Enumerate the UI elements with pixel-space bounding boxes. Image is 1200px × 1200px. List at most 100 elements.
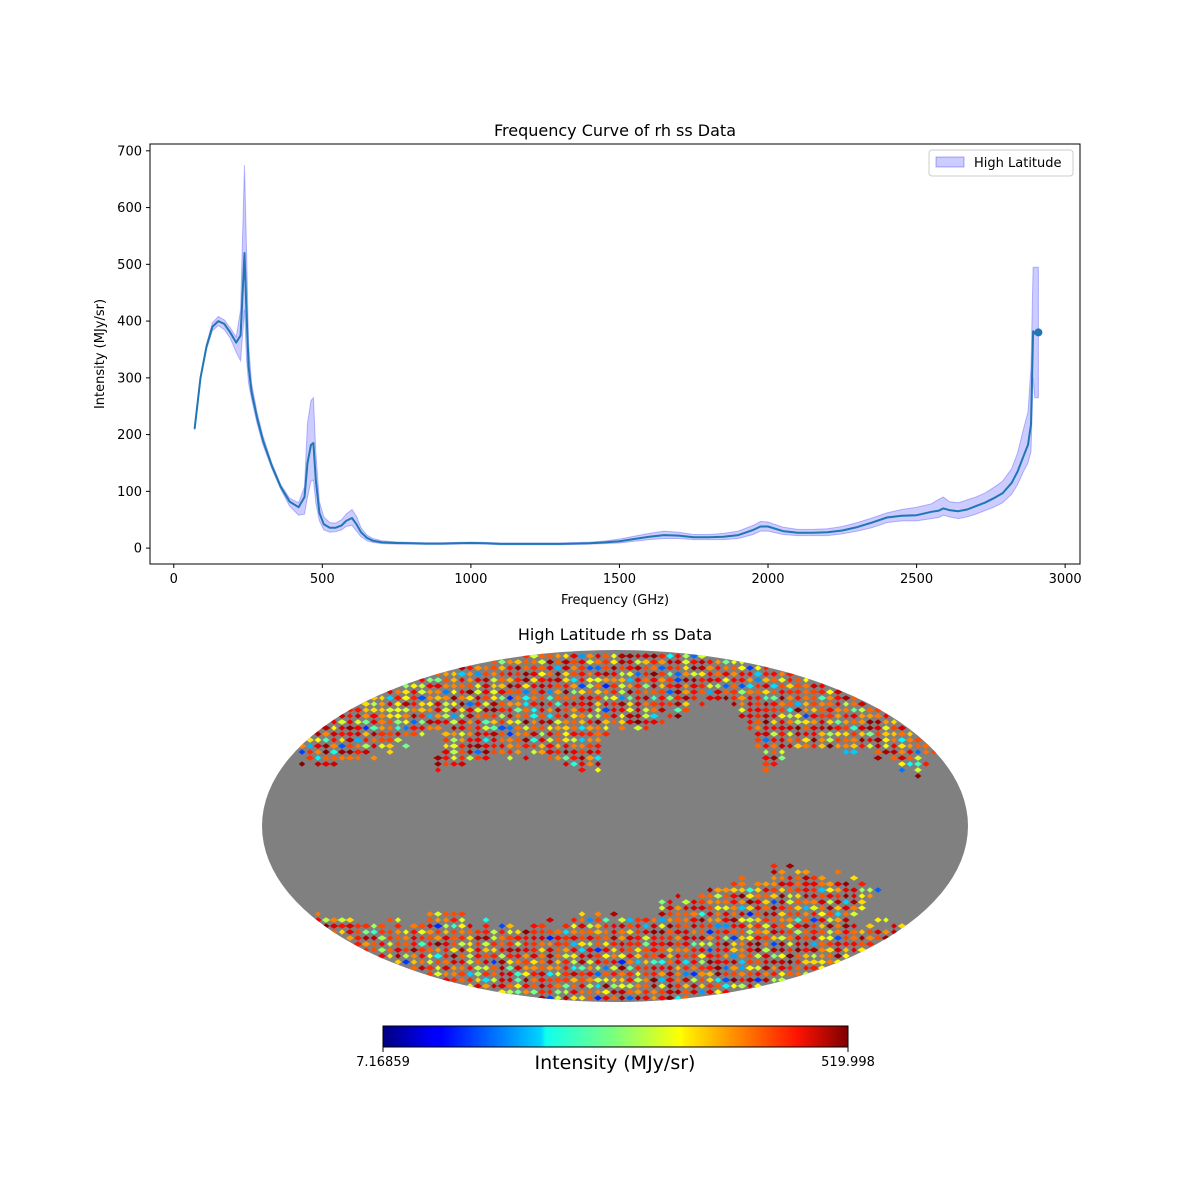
map-pixel bbox=[602, 983, 610, 989]
map-pixel bbox=[497, 959, 507, 965]
map-pixel bbox=[761, 935, 771, 941]
map-pixel bbox=[809, 701, 819, 707]
map-pixel bbox=[337, 719, 347, 725]
map-pixel bbox=[754, 941, 762, 947]
map-pixel bbox=[794, 935, 802, 941]
map-pixel bbox=[713, 887, 723, 893]
map-pixel bbox=[521, 731, 531, 737]
map-pixel bbox=[554, 707, 562, 713]
map-pixel bbox=[642, 971, 650, 977]
map-pixel bbox=[595, 965, 601, 971]
map-pixel bbox=[794, 947, 802, 953]
map-pixel bbox=[490, 749, 498, 755]
map-pixel bbox=[809, 683, 819, 689]
map-pixel bbox=[738, 707, 746, 713]
map-pixel bbox=[633, 719, 643, 725]
map-pixel bbox=[393, 947, 403, 953]
map-pixel bbox=[363, 737, 369, 743]
map-pixel bbox=[705, 983, 715, 989]
map-pixel bbox=[641, 935, 651, 941]
map-pixel bbox=[434, 929, 442, 935]
map-pixel bbox=[521, 689, 531, 695]
x-tick-label: 0 bbox=[170, 572, 178, 587]
map-pixel bbox=[802, 689, 810, 695]
map-pixel bbox=[585, 935, 595, 941]
map-pixel bbox=[433, 755, 443, 761]
map-pixel bbox=[473, 935, 483, 941]
map-pixel bbox=[354, 719, 362, 725]
map-pixel bbox=[746, 941, 754, 947]
map-pixel bbox=[698, 941, 706, 947]
map-pixel bbox=[594, 941, 602, 947]
map-pixel bbox=[778, 917, 786, 923]
map-pixel bbox=[810, 743, 818, 749]
map-pixel bbox=[482, 677, 490, 683]
map-pixel bbox=[570, 983, 578, 989]
map-pixel bbox=[577, 923, 587, 929]
map-pixel bbox=[513, 935, 523, 941]
map-pixel bbox=[826, 923, 834, 929]
map-pixel bbox=[826, 929, 834, 935]
map-pixel bbox=[914, 761, 922, 767]
map-pixel bbox=[514, 737, 522, 743]
map-pixel bbox=[866, 725, 874, 731]
map-pixel bbox=[457, 695, 467, 701]
map-pixel bbox=[778, 923, 786, 929]
map-pixel bbox=[698, 683, 706, 689]
map-pixel bbox=[442, 671, 450, 677]
map-pixel bbox=[682, 683, 690, 689]
map-pixel bbox=[377, 953, 387, 959]
map-pixel bbox=[681, 689, 691, 695]
map-pixel bbox=[337, 923, 347, 929]
map-pixel bbox=[849, 911, 859, 917]
map-pixel bbox=[617, 701, 627, 707]
map-pixel bbox=[386, 749, 394, 755]
map-pixel bbox=[362, 719, 370, 725]
map-pixel bbox=[778, 671, 786, 677]
map-pixel bbox=[474, 731, 482, 737]
map-pixel bbox=[506, 713, 514, 719]
map-pixel bbox=[809, 905, 819, 911]
map-pixel bbox=[625, 653, 635, 659]
map-pixel bbox=[714, 935, 722, 941]
map-pixel bbox=[786, 905, 794, 911]
map-pixel bbox=[681, 995, 691, 1001]
map-pixel bbox=[514, 731, 522, 737]
map-pixel bbox=[665, 689, 675, 695]
map-pixel bbox=[505, 947, 515, 953]
map-pixel bbox=[801, 683, 811, 689]
map-pixel bbox=[402, 947, 410, 953]
map-pixels bbox=[297, 653, 937, 1001]
map-pixel bbox=[866, 929, 874, 935]
map-pixel bbox=[738, 887, 746, 893]
map-pixel bbox=[841, 905, 851, 911]
map-pixel bbox=[466, 677, 474, 683]
map-pixel bbox=[474, 683, 482, 689]
map-pixel bbox=[538, 683, 546, 689]
map-pixel bbox=[657, 917, 667, 923]
map-pixel bbox=[818, 893, 826, 899]
map-pixel bbox=[754, 893, 762, 899]
map-pixel bbox=[522, 671, 530, 677]
map-pixel bbox=[722, 677, 730, 683]
map-pixel bbox=[489, 689, 499, 695]
map-pixel bbox=[378, 743, 386, 749]
map-pixel bbox=[754, 917, 762, 923]
map-pixel bbox=[522, 941, 530, 947]
map-pixel bbox=[393, 707, 403, 713]
map-pixel bbox=[442, 923, 450, 929]
y-tick-label: 600 bbox=[117, 201, 142, 216]
map-pixel bbox=[450, 959, 458, 965]
map-pixel bbox=[385, 743, 395, 749]
map-pixel bbox=[746, 725, 754, 731]
map-pixel bbox=[338, 725, 346, 731]
map-pixel bbox=[777, 953, 787, 959]
map-pixel bbox=[667, 713, 673, 719]
map-pixel bbox=[834, 869, 842, 875]
map-pixel bbox=[619, 977, 625, 983]
map-pixel bbox=[482, 701, 490, 707]
map-pixel bbox=[825, 887, 835, 893]
map-pixel bbox=[610, 959, 618, 965]
map-pixel bbox=[594, 719, 602, 725]
map-pixel bbox=[754, 887, 762, 893]
